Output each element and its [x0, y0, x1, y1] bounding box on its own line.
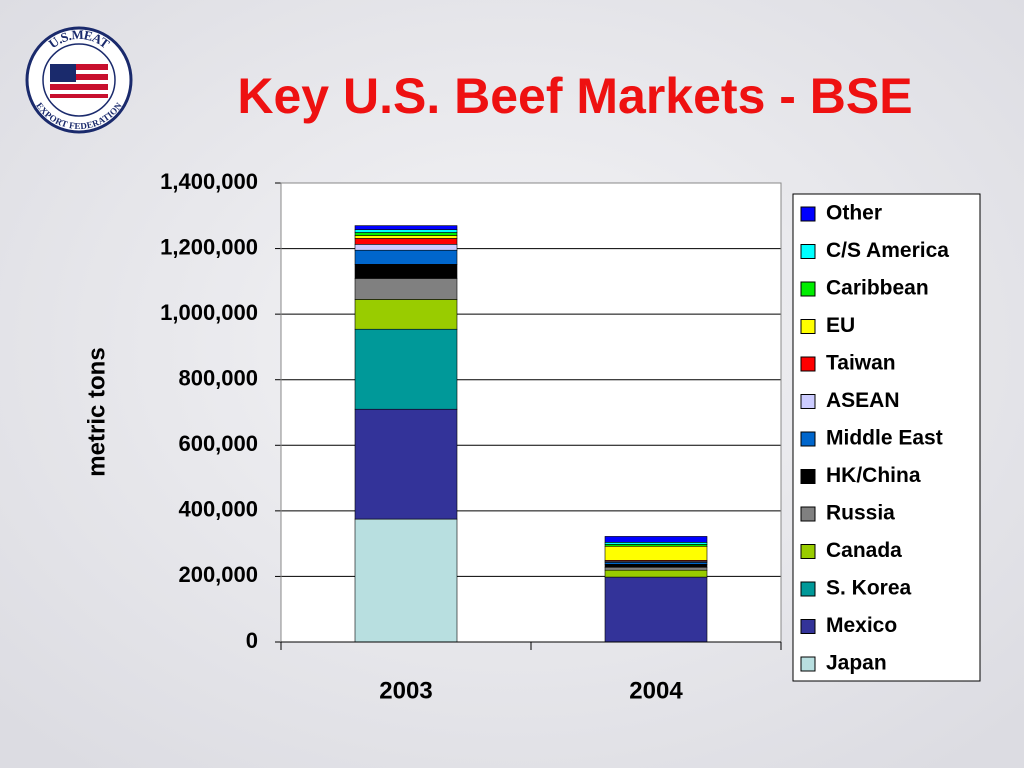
legend-swatch — [800, 506, 816, 522]
legend-swatch — [800, 394, 816, 409]
legend-label: Middle East — [826, 427, 943, 450]
bar-segment — [354, 238, 458, 245]
legend-label: Other — [826, 202, 882, 225]
legend-label: Japan — [826, 652, 887, 675]
bar-segment — [354, 408, 458, 520]
logo-stripe — [50, 80, 108, 84]
legend-box — [792, 193, 981, 682]
bar-segment — [354, 249, 458, 265]
legend-swatch — [800, 431, 816, 447]
y-axis-label: metric tons — [83, 347, 110, 476]
y-tick-label: 1,200,000 — [160, 234, 258, 259]
bar-segment — [354, 299, 458, 330]
legend-label: ASEAN — [826, 389, 900, 412]
legend-label: Canada — [826, 539, 902, 562]
bar-segment — [604, 536, 708, 543]
bar-segment — [354, 232, 458, 236]
legend-swatch — [800, 469, 816, 484]
bar-segment — [354, 518, 458, 643]
legend-label: Mexico — [826, 614, 897, 637]
bar-segment — [354, 264, 458, 279]
logo-stripe — [50, 70, 108, 74]
legend-swatch — [800, 244, 816, 259]
legend-label: C/S America — [826, 239, 949, 262]
bar-segment — [354, 278, 458, 300]
legend-swatch — [800, 206, 816, 222]
legend-swatch — [800, 656, 816, 672]
bar-segment — [604, 576, 708, 643]
y-tick-label: 400,000 — [178, 497, 258, 522]
y-tick-label: 600,000 — [178, 431, 258, 456]
legend-swatch — [800, 544, 816, 559]
bar-segment — [604, 563, 708, 568]
x-tick-label: 2003 — [379, 677, 432, 704]
legend-label: S. Korea — [826, 577, 912, 600]
bar-segment — [354, 244, 458, 251]
legend-label: Caribbean — [826, 277, 929, 300]
y-tick-label: 200,000 — [178, 562, 258, 587]
bar-segment — [604, 545, 708, 561]
y-tick-label: 1,400,000 — [160, 169, 258, 194]
legend-label: EU — [826, 314, 855, 337]
legend-label: Taiwan — [826, 352, 896, 375]
bar-segment — [354, 328, 458, 410]
bar-segment — [604, 569, 708, 578]
legend-label: HK/China — [826, 464, 921, 487]
x-tick-label: 2004 — [629, 677, 683, 704]
logo: U.S.MEAT EXPORT FEDERATION — [25, 26, 133, 134]
bar-segment — [604, 566, 708, 571]
bar-segment — [354, 225, 458, 230]
bar-segment — [354, 235, 458, 239]
logo-stripe — [50, 90, 108, 94]
chart-title: Key U.S. Beef Markets - BSE — [237, 68, 912, 124]
legend-swatch — [800, 281, 816, 297]
y-tick-label: 800,000 — [178, 366, 258, 391]
logo-canton — [50, 64, 76, 82]
legend-swatch — [800, 581, 816, 597]
bar-segment — [354, 229, 458, 233]
legend-label: Russia — [826, 502, 895, 525]
legend-swatch — [800, 619, 816, 634]
legend-swatch — [800, 319, 816, 334]
y-tick-label: 0 — [246, 628, 258, 653]
y-tick-label: 1,000,000 — [160, 300, 258, 325]
legend-swatch — [800, 356, 816, 372]
